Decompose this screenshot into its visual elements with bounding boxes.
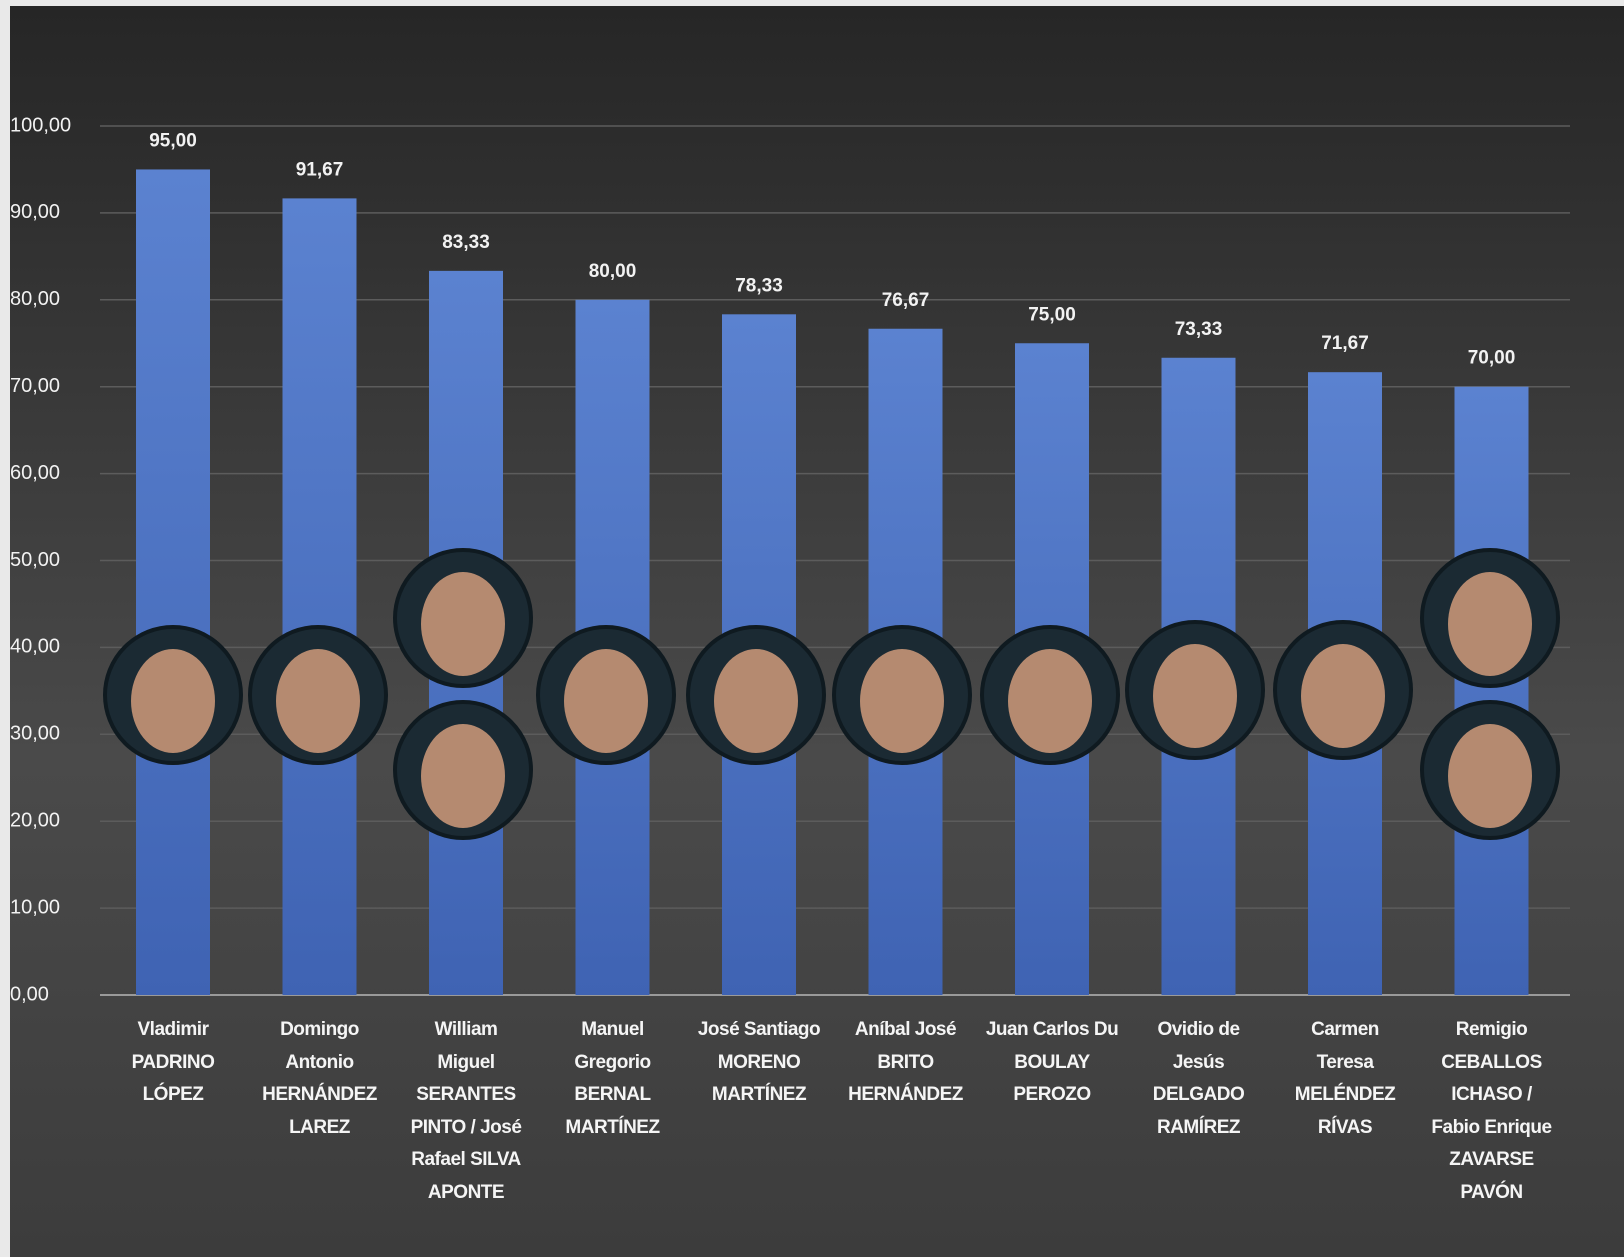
face [1301, 644, 1385, 748]
value-label: 71,67 [1321, 333, 1369, 354]
value-label: 95,00 [149, 130, 197, 151]
value-label: 76,67 [882, 290, 930, 311]
y-tick-label: 100,00 [10, 114, 71, 136]
y-tick-label: 20,00 [10, 809, 60, 831]
x-tick-label: Ovidio de Jesús DELGADO RAMÍREZ [1152, 1019, 1245, 1138]
x-tick-label: Vladimir PADRINO LÓPEZ [131, 1019, 215, 1105]
y-tick-label: 50,00 [10, 549, 60, 571]
bar [1454, 386, 1529, 995]
x-tick-label: José Santiago MORENO MARTÍNEZ [697, 1019, 821, 1105]
value-label: 75,00 [1028, 304, 1076, 325]
x-tick-label: Carmen Teresa MELÉNDEZ RÍVAS [1294, 1019, 1396, 1138]
x-tick-label: Manuel Gregorio BERNAL MARTÍNEZ [565, 1019, 660, 1138]
face [276, 649, 360, 753]
y-tick-label: 80,00 [10, 288, 60, 310]
chart-area: 0,00 10,00 20,00 30,00 40,00 50,00 60,00 70,00 8… [10, 6, 1624, 1257]
value-label: 78,33 [735, 275, 783, 296]
face [421, 724, 505, 828]
y-tick-label: 30,00 [10, 723, 60, 745]
y-tick-label: 90,00 [10, 201, 60, 223]
face [1008, 649, 1092, 753]
face [1448, 572, 1532, 676]
face [1153, 644, 1237, 748]
value-label: 83,33 [442, 232, 490, 253]
y-tick-label: 0,00 [10, 983, 49, 1005]
value-label: 91,67 [296, 159, 344, 180]
bar [282, 198, 357, 995]
face [860, 649, 944, 753]
face [1448, 724, 1532, 828]
y-tick-label: 70,00 [10, 375, 60, 397]
bar [136, 169, 210, 995]
chart: 0,00 10,00 20,00 30,00 40,00 50,00 60,00 70,00 8… [10, 114, 1570, 1005]
y-tick-label: 60,00 [10, 462, 60, 484]
face [714, 649, 798, 753]
value-label: 73,33 [1175, 319, 1223, 340]
x-tick-label: Domingo Antonio HERNÁNDEZ LAREZ [262, 1019, 377, 1138]
y-tick-label: 40,00 [10, 636, 60, 658]
x-tick-label: William Miguel SERANTES PINTO / José Raf… [410, 1019, 522, 1203]
face [564, 649, 648, 753]
face [421, 572, 505, 676]
x-tick-label: Juan Carlos Du BOULAY PEROZO [985, 1019, 1119, 1105]
y-tick-label: 10,00 [10, 896, 60, 918]
x-tick-label: Remigio CEBALLOS ICHASO / Fabio Enrique … [1431, 1019, 1552, 1203]
value-label: 80,00 [589, 261, 637, 282]
x-tick-label: Aníbal José BRITO HERNÁNDEZ [848, 1019, 963, 1105]
face [131, 649, 215, 753]
value-label: 70,00 [1468, 348, 1516, 369]
